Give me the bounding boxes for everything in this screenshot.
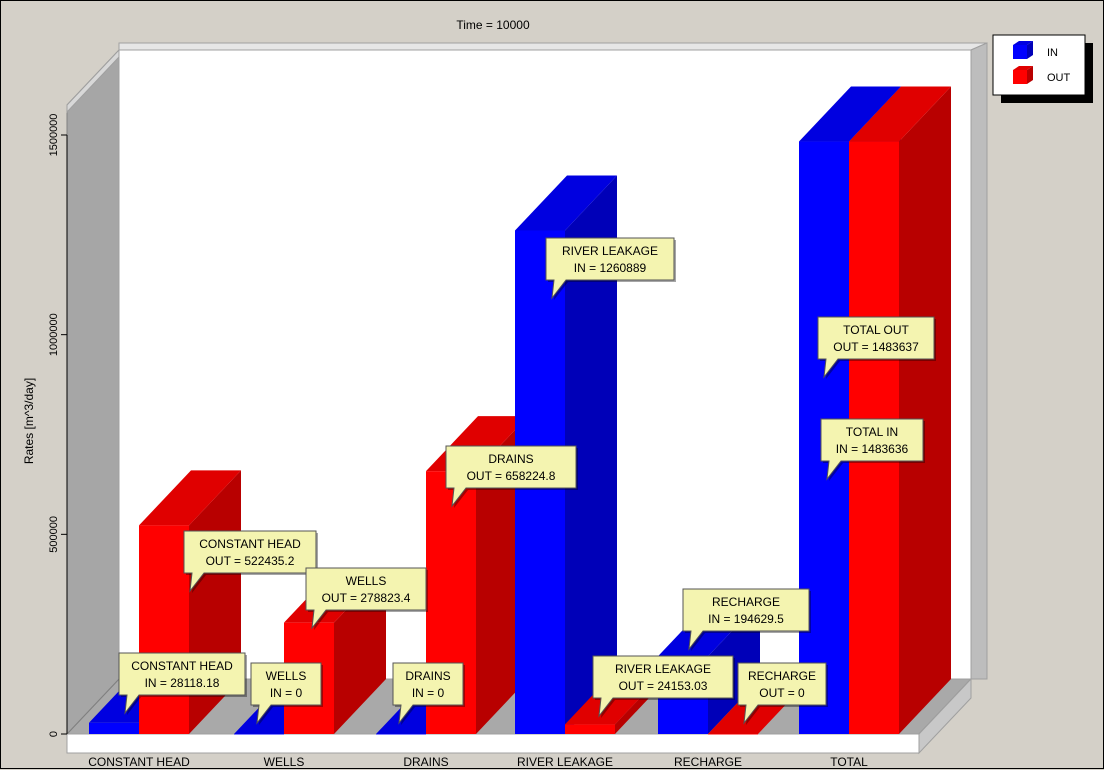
callout-title: WELLS (266, 669, 307, 683)
callout-box (737, 662, 827, 725)
callout-constant-head-out: CONSTANT HEAD OUT = 522435.2 (183, 530, 318, 593)
bar-out-total[interactable] (849, 86, 951, 734)
x-tick-label: CONSTANT HEAD (88, 755, 190, 769)
x-tick-label: DRAINS (403, 755, 448, 769)
callout-title: RECHARGE (712, 595, 780, 609)
callout-box (118, 652, 246, 715)
callout-title: WELLS (346, 574, 387, 588)
legend[interactable]: IN OUT (992, 34, 1093, 103)
x-tick-label: WELLS (264, 755, 305, 769)
wall-top-edge (66, 48, 120, 114)
callout-title: TOTAL IN (846, 425, 898, 439)
legend-box (992, 34, 1086, 96)
callout-box (545, 237, 675, 300)
callout-box (183, 530, 317, 593)
legend-item-out[interactable]: OUT (1013, 66, 1071, 84)
base-front (66, 733, 920, 754)
legend-swatch (1013, 70, 1027, 84)
legend-swatch-side (1027, 41, 1033, 59)
legend-swatch (1013, 45, 1027, 59)
callout-value: OUT = 278823.4 (322, 591, 411, 605)
callout-value: IN = 194629.5 (708, 612, 784, 626)
bar-top (849, 86, 951, 142)
bar-front (565, 724, 615, 734)
back-wall-top (118, 42, 988, 51)
y-axis: 0 500000 1000000 1500000 (48, 114, 68, 737)
bar-top (515, 175, 617, 231)
callout-box (820, 418, 924, 481)
bar-top (139, 470, 241, 526)
callout-box (592, 655, 734, 718)
legend-label: IN (1047, 47, 1058, 59)
bar-top (799, 86, 901, 142)
y-tick-label: 1500000 (48, 114, 60, 157)
bar-front (139, 525, 189, 734)
callout-value: IN = 1483636 (836, 442, 909, 456)
side-wall (66, 48, 120, 736)
callout-title: CONSTANT HEAD (199, 537, 301, 551)
callout-value: OUT = 1483637 (833, 340, 919, 354)
callout-title: CONSTANT HEAD (131, 659, 233, 673)
x-axis-labels: CONSTANT HEAD WELLS DRAINS RIVER LEAKAGE REC… (88, 755, 868, 769)
callout-river-leakage-out: RIVER LEAKAGE OUT = 24153.03 (592, 655, 735, 718)
legend-item-in[interactable]: IN (1013, 41, 1058, 59)
callout-total-in: TOTAL IN IN = 1483636 (820, 418, 925, 481)
bar-front (376, 734, 426, 735)
callout-total-out: TOTAL OUT OUT = 1483637 (817, 316, 936, 379)
bar-front (89, 722, 139, 734)
base-side (918, 677, 972, 755)
callout-river-leakage-in: RIVER LEAKAGE IN = 1260889 (545, 237, 676, 300)
legend-swatch-top (1013, 66, 1033, 70)
callout-value: OUT = 24153.03 (619, 679, 708, 693)
x-tick-label: RECHARGE (674, 755, 742, 769)
callout-box (305, 567, 427, 630)
callout-box (817, 316, 935, 379)
callout-value: IN = 0 (412, 686, 445, 700)
x-tick-label: TOTAL (830, 755, 868, 769)
callout-drains-out: DRAINS OUT = 658224.8 (445, 445, 578, 508)
y-tick-label: 0 (48, 731, 60, 737)
callout-box (445, 445, 577, 508)
bar-side (708, 601, 760, 734)
callout-title: RIVER LEAKAGE (562, 244, 658, 258)
back-wall-edge (970, 42, 988, 680)
callout-recharge-in: RECHARGE IN = 194629.5 (682, 588, 811, 651)
x-tick-label: RIVER LEAKAGE (517, 755, 613, 769)
callout-drains-in: DRAINS IN = 0 (392, 662, 465, 725)
bar-front (234, 734, 284, 735)
y-tick-label: 1000000 (48, 313, 60, 356)
callout-value: IN = 28118.18 (145, 676, 220, 690)
y-tick-label: 500000 (48, 516, 60, 553)
legend-label: OUT (1047, 72, 1071, 84)
chart-title: Time = 10000 (456, 18, 530, 32)
callout-title: RECHARGE (748, 669, 816, 683)
callout-value: IN = 0 (270, 686, 303, 700)
y-axis-label: Rates [m^3/day] (22, 378, 36, 464)
callout-value: OUT = 522435.2 (206, 554, 295, 568)
callout-recharge-out: RECHARGE OUT = 0 (737, 662, 828, 725)
callouts: CONSTANT HEAD IN = 28118.18 CONSTANT HEAD O… (118, 237, 936, 725)
callout-box (392, 662, 464, 725)
callout-title: DRAINS (488, 452, 533, 466)
legend-swatch-top (1013, 41, 1033, 45)
legend-swatch-side (1027, 66, 1033, 84)
callout-box (250, 662, 322, 725)
callout-value: OUT = 0 (759, 686, 805, 700)
callout-wells-in: WELLS IN = 0 (250, 662, 323, 725)
callout-title: RIVER LEAKAGE (615, 662, 711, 676)
callout-wells-out: WELLS OUT = 278823.4 (305, 567, 428, 630)
callout-title: TOTAL OUT (843, 323, 909, 337)
callout-value: IN = 1260889 (574, 261, 647, 275)
callout-constant-head-in: CONSTANT HEAD IN = 28118.18 (118, 652, 247, 715)
bar-front (708, 734, 758, 735)
callout-title: DRAINS (405, 669, 450, 683)
callout-box (682, 588, 810, 651)
callout-value: OUT = 658224.8 (467, 469, 556, 483)
bar-side (899, 86, 951, 734)
bar-side (565, 175, 617, 734)
